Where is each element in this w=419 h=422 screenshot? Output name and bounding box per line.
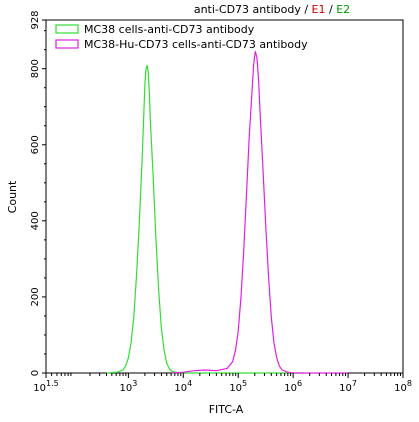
x-tick-label: 107	[339, 379, 357, 394]
series-line-1	[172, 51, 349, 374]
plot-frame	[45, 19, 404, 374]
title-main: anti-CD73 antibody /	[194, 3, 308, 16]
legend: MC38 cells-anti-CD73 antibody MC38-Hu-CD…	[55, 23, 308, 51]
x-tick-label: 106	[284, 379, 302, 394]
title-e1: E1	[312, 3, 326, 16]
x-tick-label: 103	[119, 379, 137, 394]
y-tick-label: 800	[30, 59, 41, 78]
series-line-0	[106, 65, 305, 374]
x-tick-label: 104	[174, 379, 192, 394]
legend-label-mc38: MC38 cells-anti-CD73 antibody	[84, 23, 255, 36]
series-group	[106, 51, 349, 374]
chart-title: anti-CD73 antibody / E1 / E2	[194, 3, 350, 16]
y-tick-label: 400	[30, 211, 41, 230]
legend-swatch-mc38-hu	[55, 39, 79, 49]
legend-swatch-mc38	[55, 24, 79, 34]
tick-group: 0 200 400 600 800 928 101.5 103 104 105 106 107 108	[30, 10, 412, 394]
y-tick-label: 928	[30, 10, 41, 29]
title-separator: /	[329, 3, 333, 16]
x-tick-label: 108	[394, 379, 412, 394]
y-tick-label: 200	[30, 287, 41, 306]
plot-border	[45, 19, 404, 374]
x-tick-label: 105	[229, 379, 247, 394]
title-e2: E2	[336, 3, 350, 16]
x-axis-label: FITC-A	[209, 403, 244, 416]
y-tick-label: 600	[30, 135, 41, 154]
y-tick-label: 0	[30, 370, 41, 376]
x-tick-label: 101.5	[33, 379, 58, 394]
legend-label-mc38-hu: MC38-Hu-CD73 cells-anti-CD73 antibody	[84, 38, 308, 51]
y-axis-label: Count	[6, 180, 19, 213]
